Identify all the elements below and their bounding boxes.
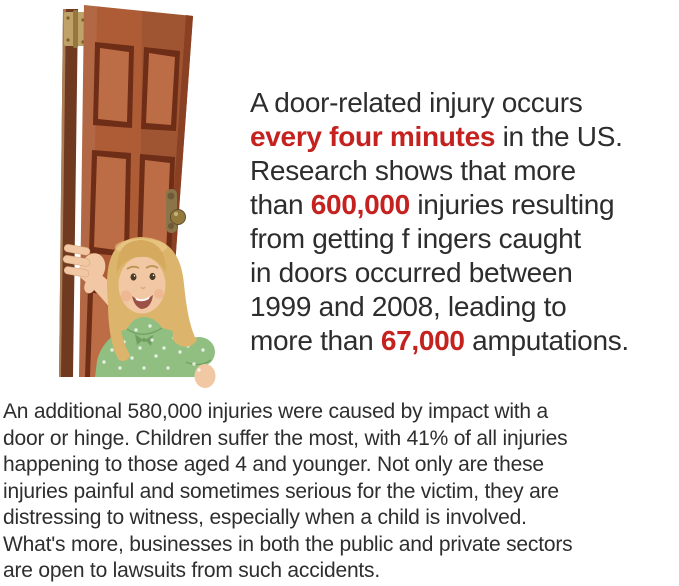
door-knob — [166, 189, 186, 233]
door-panel-middle-right — [137, 154, 175, 260]
body-line: injuries painful and sometimes serious f… — [3, 479, 559, 503]
headline-line-1: A door-related injury occurs — [250, 86, 678, 120]
headline-text: in the US. — [495, 121, 623, 152]
girl-cheek-left — [120, 290, 132, 302]
girl-shirt — [95, 317, 209, 377]
girl-eyebrow-left — [126, 265, 140, 270]
headline-line-8: more than 67,000 amputations. — [250, 324, 678, 358]
girl-forearm — [194, 364, 216, 388]
body-line: door or hinge. Children suffer the most,… — [3, 426, 568, 450]
headline-text: in doors occurred between — [250, 257, 573, 288]
body-line: An additional 580,000 injuries were caus… — [3, 400, 549, 423]
body-line: are open to lawsuits from such accidents… — [3, 559, 380, 582]
headline-text: amputations. — [464, 325, 629, 356]
girl-eyebrow-right — [145, 265, 159, 269]
body-line: What's more, businesses in both the publ… — [3, 532, 573, 556]
stat-every-four-minutes: every four minutes — [250, 121, 496, 152]
headline: A door-related injury occurs every four … — [250, 86, 678, 358]
girl-hand — [62, 244, 106, 294]
headline-text: 1999 and 2008, leading to — [250, 291, 567, 322]
headline-line-2: every four minutes in the US. — [250, 120, 678, 154]
headline-text: A door-related injury occurs — [250, 87, 583, 118]
girl-sleeve-gather — [185, 359, 212, 366]
body-line: happening to those aged 4 and younger. N… — [3, 453, 544, 476]
headline-line-5: from getting f ingers caught — [250, 222, 678, 256]
headline-text: than — [250, 189, 311, 220]
headline-line-6: in doors occurred between — [250, 256, 678, 290]
girl-shirt-neckline — [126, 327, 163, 335]
girl-hair-lock-right — [172, 292, 197, 347]
girl-eye-right — [149, 272, 156, 281]
girl-nose — [140, 286, 146, 290]
headline-text: Research shows that more — [250, 155, 576, 186]
headline-line-3: Research shows that more — [250, 154, 678, 188]
headline-line-7: 1999 and 2008, leading to — [250, 290, 678, 324]
headline-line-4: than 600,000 injuries resulting — [250, 188, 678, 222]
girl-cheek-right — [154, 289, 164, 299]
girl-face — [118, 256, 166, 314]
door-frame — [59, 9, 78, 377]
body-line: distressing to witness, especially when … — [3, 506, 527, 529]
stat-600000-injuries: 600,000 — [310, 189, 410, 220]
door-panel-middle-left — [89, 150, 131, 257]
stat-67000-amputations: 67,000 — [380, 325, 465, 356]
girl-hair-lock-left — [110, 300, 130, 362]
door-child-photo — [59, 5, 216, 388]
girl-eye-glint-right — [152, 274, 155, 277]
door-panel-top-left — [93, 42, 134, 128]
girl-teeth — [135, 296, 150, 302]
headline-text: injuries resulting — [409, 189, 615, 220]
girl-eye-left — [130, 273, 137, 281]
door-panel-top-right — [141, 47, 180, 131]
headline-text: more than — [250, 325, 381, 356]
girl-bangs — [116, 240, 166, 273]
headline-text: from getting f ingers caught — [250, 223, 581, 254]
girl-eye-glint-left — [133, 275, 136, 277]
body-paragraph: An additional 580,000 injuries were caus… — [3, 399, 677, 585]
girl-shirt-bow — [135, 334, 153, 346]
